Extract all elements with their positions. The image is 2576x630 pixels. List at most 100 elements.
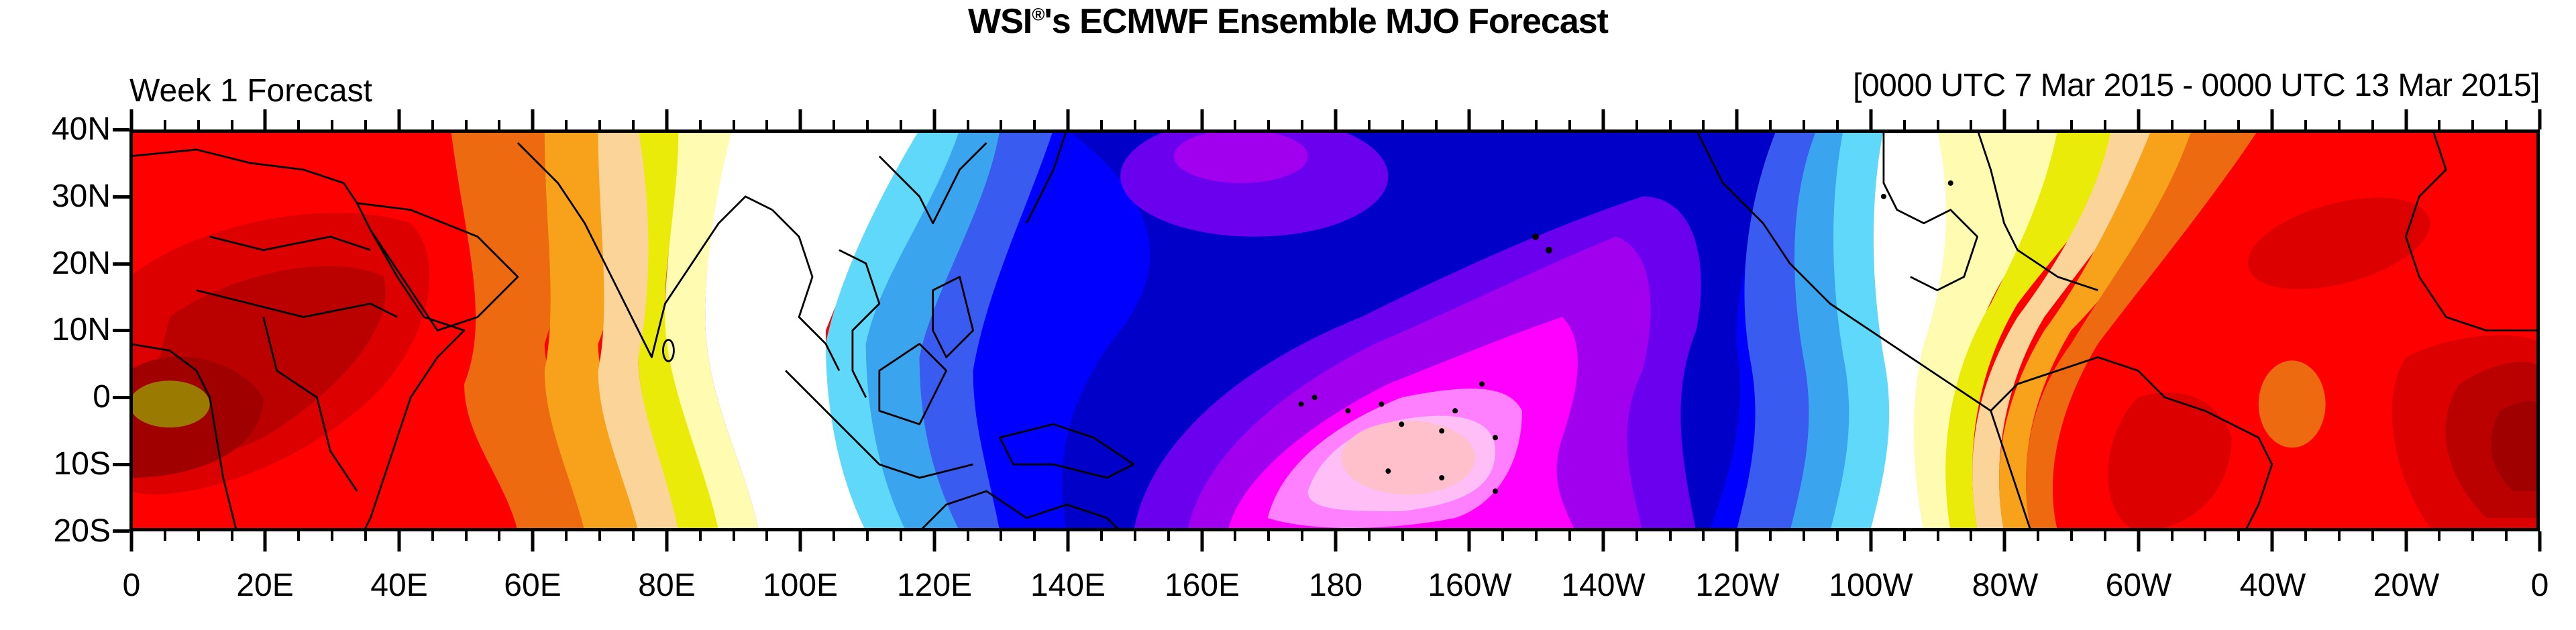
x-tick-minor-top [1234,120,1237,129]
x-label: 100E [762,568,839,603]
x-tick-major [531,531,535,552]
x-tick-major [2404,531,2408,552]
x-tick-minor [2304,531,2307,541]
x-tick-major [1467,531,1471,552]
x-tick-minor [1401,531,1404,541]
x-tick-minor [2337,531,2341,541]
chart-title: WSI®'s ECMWF Ensemble MJO Forecast [968,2,1609,41]
x-tick-major-top [263,109,267,129]
forecast-period-label: Week 1 Forecast [129,73,372,109]
y-tick [113,396,129,399]
x-tick-minor [2505,531,2508,541]
x-tick-minor-top [1133,120,1136,129]
x-tick-minor [2438,531,2441,541]
x-tick-minor-top [1401,120,1404,129]
x-tick-major [932,531,936,552]
x-tick-minor [833,531,836,541]
x-tick-major [798,531,802,552]
x-tick-major-top [1467,109,1471,129]
x-label: 120W [1695,568,1780,603]
x-tick-minor-top [899,120,902,129]
x-label: 140W [1561,568,1646,603]
x-tick-minor [1635,531,1638,541]
y-label-0: 0 [93,379,111,415]
x-tick-minor [197,531,200,541]
x-tick-minor [865,531,869,541]
x-tick-minor-top [2237,120,2241,129]
x-tick-minor-top [2471,120,2475,129]
x-label: 140E [1030,568,1106,603]
x-tick-minor-top [1835,120,1839,129]
x-tick-minor-top [1267,120,1271,129]
x-tick-major-top [2404,109,2408,129]
x-tick-minor-top [598,120,602,129]
x-label: 0 [2530,568,2549,603]
x-tick-minor [2170,531,2174,541]
x-tick-minor-top [2204,120,2207,129]
x-tick-minor-top [197,120,200,129]
x-tick-minor-top [1668,120,1672,129]
x-tick-minor-top [230,120,233,129]
x-tick-minor [2070,531,2073,541]
x-tick-minor-top [565,120,568,129]
x-tick-minor-top [1367,120,1371,129]
x-tick-minor [732,531,735,541]
x-tick-minor-top [865,120,869,129]
x-tick-major [397,531,401,552]
x-tick-minor [1099,531,1103,541]
x-tick-minor-top [1702,120,1705,129]
x-tick-major [1066,531,1070,552]
x-label: 0 [122,568,141,603]
x-tick-minor-top [732,120,735,129]
x-tick-minor [1267,531,1271,541]
x-tick-minor-top [1501,120,1505,129]
x-tick-minor [1702,531,1705,541]
x-tick-minor [1835,531,1839,541]
x-tick-minor-top [1568,120,1572,129]
x-tick-minor-top [1033,120,1036,129]
x-tick-minor [1769,531,1772,541]
x-tick-minor-top [1000,120,1003,129]
x-tick-minor [1367,531,1371,541]
x-tick-minor [1568,531,1572,541]
x-tick-minor-top [2371,120,2374,129]
x-tick-minor-top [1434,120,1438,129]
x-tick-major [1334,531,1338,552]
x-tick-minor-top [2037,120,2040,129]
y-tick [113,463,129,466]
x-label: 100W [1829,568,1913,603]
x-tick-minor-top [1635,120,1638,129]
x-tick-minor [1535,531,1538,541]
x-tick-major [2002,531,2006,552]
x-tick-minor [2037,531,2040,541]
x-tick-major [1735,531,1739,552]
x-tick-minor [2371,531,2374,541]
x-tick-minor-top [163,120,166,129]
x-tick-major-top [1334,109,1338,129]
x-tick-minor [1936,531,1939,541]
x-tick-minor [1902,531,1906,541]
y-tick [113,195,129,199]
x-tick-minor-top [364,120,368,129]
x-tick-minor [2471,531,2475,541]
x-tick-major [263,531,267,552]
x-tick-minor-top [2337,120,2341,129]
x-tick-major-top [129,109,133,129]
x-tick-major-top [1601,109,1605,129]
x-tick-major-top [531,109,535,129]
x-tick-minor-top [1803,120,1806,129]
x-tick-minor-top [1769,120,1772,129]
x-label: 160W [1428,568,1512,603]
x-tick-major-top [1735,109,1739,129]
y-tick [113,529,129,533]
x-tick-minor-top [1167,120,1170,129]
x-tick-minor-top [1936,120,1939,129]
y-label-10n: 10N [51,312,111,348]
x-tick-major [1200,531,1204,552]
date-range-label: [0000 UTC 7 Mar 2015 - 0000 UTC 13 Mar 2… [1853,68,2540,103]
x-tick-minor [966,531,969,541]
x-tick-minor-top [833,120,836,129]
y-label-20n: 20N [51,246,111,281]
x-tick-minor-top [2505,120,2508,129]
x-tick-major-top [1200,109,1204,129]
